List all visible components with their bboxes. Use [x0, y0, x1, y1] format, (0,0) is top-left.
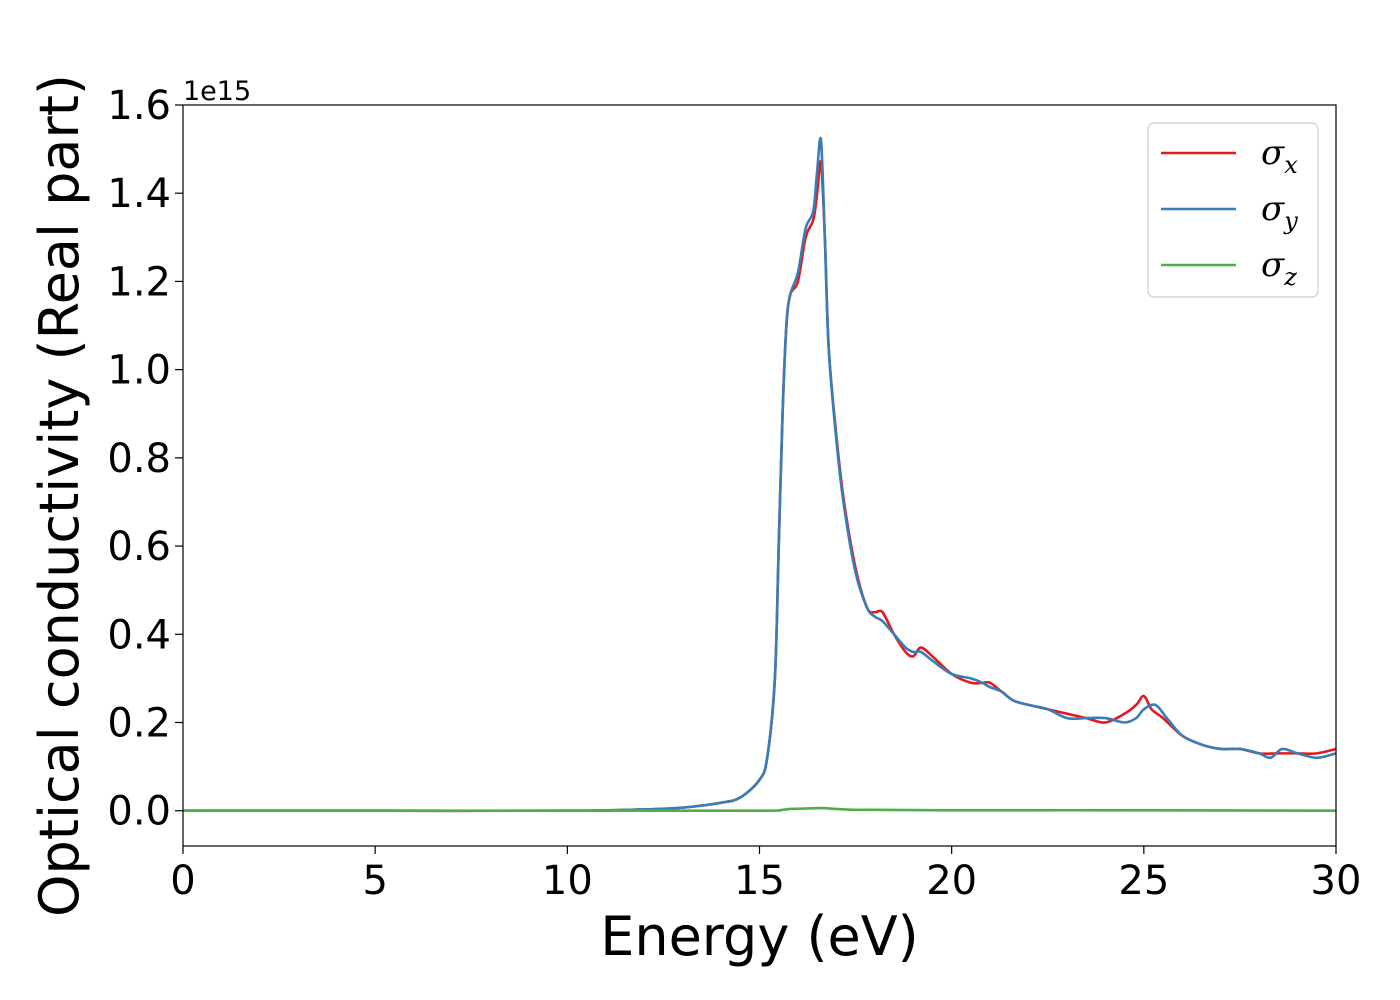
- x-tick-label: 30: [1311, 858, 1362, 904]
- y-axis-label: Optical conductivity (Real part): [28, 74, 91, 917]
- x-tick-label: 10: [542, 858, 593, 904]
- y-tick-label: 0.4: [107, 612, 171, 658]
- ticks-layer: 0 5 10 15 20 25 30 0.0 0.2 0.4 0.6 0.8 1.0 1.2 1.4 1.6: [107, 83, 1361, 904]
- x-tick-label: 25: [1118, 858, 1169, 904]
- y-tick-label: 1.4: [107, 171, 171, 217]
- x-tick-label: 20: [926, 858, 977, 904]
- y-tick-label: 0.6: [107, 524, 171, 570]
- legend: σx σy σz: [1147, 122, 1319, 298]
- y-tick-label: 0.0: [107, 789, 171, 835]
- y-tick-label: 0.2: [107, 701, 171, 747]
- series-line-z: [183, 806, 1337, 813]
- legend-entry-y: σy: [1261, 189, 1298, 235]
- legend-entry-x: σx: [1261, 133, 1298, 179]
- x-tick-label: 15: [734, 858, 785, 904]
- series-layer: [183, 136, 1337, 813]
- x-tick-label: 0: [170, 858, 195, 904]
- y-offset-label: 1e15: [183, 76, 251, 107]
- legend-entry-z: σz: [1261, 245, 1297, 291]
- x-tick-label: 5: [362, 858, 387, 904]
- x-axis-label: Energy (eV): [600, 905, 919, 968]
- series-line-y: [183, 136, 1337, 813]
- y-tick-label: 1.6: [107, 83, 171, 129]
- y-tick-label: 1.0: [107, 348, 171, 394]
- y-tick-label: 0.8: [107, 436, 171, 482]
- y-tick-label: 1.2: [107, 259, 171, 305]
